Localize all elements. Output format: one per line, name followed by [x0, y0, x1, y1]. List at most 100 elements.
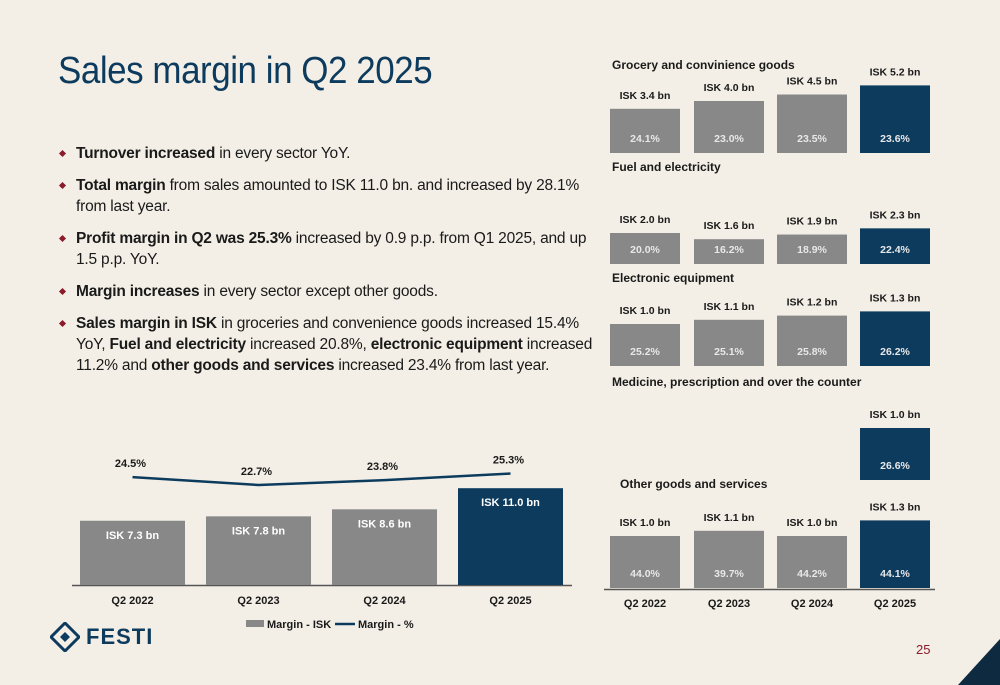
bar-pct-label: 26.6% — [880, 460, 910, 472]
bar-value-label: ISK 1.0 bn — [620, 517, 671, 529]
x-tick-label: Q2 2022 — [624, 598, 666, 610]
bar-pct-label: 25.8% — [797, 346, 827, 358]
bar-value-label: ISK 11.0 bn — [481, 497, 540, 509]
bar-value-label: ISK 1.2 bn — [787, 297, 838, 309]
bullet-text: in every sector YoY. — [215, 145, 351, 162]
bar-sector-margin — [610, 108, 680, 153]
festi-logo-icon — [50, 622, 80, 652]
bar-sector-margin — [694, 530, 764, 588]
bullet-text: from sales amounted to ISK 11.0 bn. and … — [76, 177, 580, 215]
bar-sector-margin — [694, 319, 764, 366]
panel-title: Other goods and services — [620, 477, 768, 491]
bullet-marker-icon — [58, 149, 67, 158]
bullet-text: Total margin — [76, 177, 166, 194]
bullet-item: Profit margin in Q2 was 25.3% increased … — [58, 228, 605, 270]
bar-value-label: ISK 4.0 bn — [704, 82, 755, 94]
bar-sector-margin — [610, 324, 680, 366]
bar-value-label: ISK 2.0 bn — [620, 214, 671, 226]
bar-margin-isk — [206, 516, 311, 585]
bar-pct-label: 44.2% — [797, 568, 827, 580]
bullet-marker-icon — [58, 181, 67, 190]
bar-value-label: ISK 3.4 bn — [620, 90, 671, 102]
bar-sector-margin — [610, 233, 680, 264]
bullet-text: in every sector except other goods. — [199, 283, 438, 300]
logo-text: FESTI — [86, 624, 154, 649]
x-tick-label: Q2 2023 — [708, 598, 750, 610]
bullet-item: Sales margin in ISK in groceries and con… — [58, 313, 605, 376]
bar-value-label: ISK 1.9 bn — [787, 216, 838, 228]
bar-value-label: ISK 1.1 bn — [704, 301, 755, 313]
legend-label: Margin - % — [358, 619, 414, 631]
bar-value-label: ISK 7.3 bn — [106, 530, 159, 542]
x-tick-label: Q2 2022 — [111, 595, 153, 607]
bullet-item: Turnover increased in every sector YoY. — [58, 143, 605, 164]
line-value-label: 22.7% — [241, 466, 272, 478]
bar-value-label: ISK 1.0 bn — [787, 517, 838, 529]
bullet-text: Profit margin in Q2 was 25.3% — [76, 230, 292, 247]
bar-value-label: ISK 5.2 bn — [870, 66, 921, 78]
bar-value-label: ISK 2.3 bn — [870, 209, 921, 221]
bar-sector-margin — [777, 234, 847, 264]
bullet-text: increased by 0.9 p.p. from Q1 2025, and … — [76, 230, 587, 268]
bar-margin-isk — [80, 520, 185, 585]
bullet-text: increased 23.4% from last year. — [334, 357, 550, 374]
page-title: Sales margin in Q2 2025 — [58, 50, 433, 92]
bar-pct-label: 44.0% — [630, 568, 660, 580]
legend-swatch-isk — [246, 620, 264, 627]
x-tick-label: Q2 2024 — [791, 598, 834, 610]
bar-pct-label: 22.4% — [880, 244, 910, 256]
bar-pct-label: 23.6% — [880, 133, 910, 145]
legend-label: Margin - ISK — [267, 619, 331, 631]
bar-sector-margin — [694, 101, 764, 153]
bullet-text: other goods and services — [151, 357, 335, 374]
bullet-item: Margin increases in every sector except … — [58, 281, 605, 302]
panel-title: Medicine, prescription and over the coun… — [612, 375, 862, 389]
bar-value-label: ISK 1.6 bn — [704, 220, 755, 232]
bar-sector-margin — [694, 239, 764, 264]
page-number: 25 — [916, 642, 931, 657]
corner-decoration — [958, 639, 1000, 685]
bar-sector-margin — [860, 311, 930, 366]
bullet-text: Sales margin in ISK — [76, 315, 217, 332]
bullet-text: Margin increases — [76, 283, 200, 300]
bar-value-label: ISK 1.3 bn — [870, 501, 921, 513]
x-tick-label: Q2 2025 — [874, 598, 916, 610]
panel-title: Fuel and electricity — [612, 160, 721, 174]
bar-value-label: ISK 8.6 bn — [358, 518, 411, 530]
bar-sector-margin — [860, 428, 930, 480]
bar-value-label: ISK 7.8 bn — [232, 525, 285, 537]
bar-sector-margin — [860, 228, 930, 264]
bar-sector-margin — [610, 536, 680, 588]
festi-logo: FESTI — [50, 622, 153, 652]
bullet-marker-icon — [58, 234, 67, 243]
bullet-item: Total margin from sales amounted to ISK … — [58, 175, 605, 217]
bullet-text: in groceries and convenience goods incre… — [76, 315, 579, 353]
x-tick-label: Q2 2023 — [237, 595, 279, 607]
panel-title: Electronic equipment — [612, 271, 734, 285]
bar-value-label: ISK 1.3 bn — [870, 292, 921, 304]
bar-pct-label: 20.0% — [630, 244, 660, 256]
bar-value-label: ISK 4.5 bn — [787, 76, 838, 88]
bar-margin-isk — [332, 509, 437, 585]
bar-pct-label: 24.1% — [630, 133, 660, 145]
bar-pct-label: 23.0% — [714, 133, 744, 145]
bar-pct-label: 18.9% — [797, 244, 827, 256]
line-value-label: 25.3% — [493, 455, 524, 467]
bullet-marker-icon — [58, 319, 67, 328]
bullet-text: Fuel and electricity — [109, 336, 247, 353]
bullet-text: increased 20.8%, — [245, 336, 371, 353]
panel-title: Grocery and convinience goods — [612, 58, 795, 72]
bar-pct-label: 25.2% — [630, 346, 660, 358]
bar-sector-margin — [860, 85, 930, 153]
bullet-marker-icon — [58, 287, 67, 296]
x-tick-label: Q2 2024 — [363, 595, 406, 607]
bar-sector-margin — [777, 536, 847, 588]
bar-sector-margin — [777, 94, 847, 153]
bullet-text: increased 11.2% and — [76, 336, 593, 374]
bar-pct-label: 26.2% — [880, 346, 910, 358]
line-value-label: 23.8% — [367, 461, 398, 473]
bar-value-label: ISK 1.0 bn — [620, 305, 671, 317]
bullet-text: electronic equipment — [370, 336, 523, 353]
margin-pct-line — [132, 472, 511, 487]
bar-sector-margin — [777, 315, 847, 366]
